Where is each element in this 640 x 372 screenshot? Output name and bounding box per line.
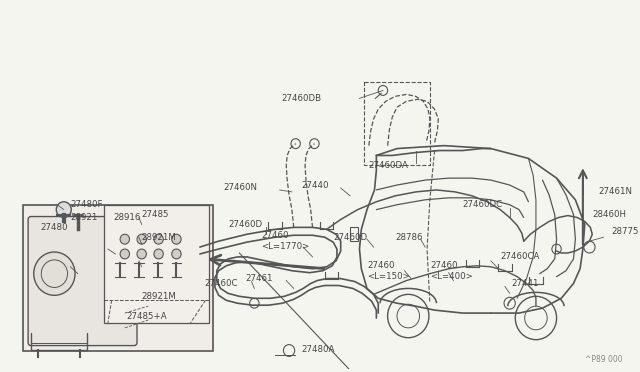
Text: 27485+A: 27485+A (127, 311, 167, 321)
Text: 27480: 27480 (40, 223, 68, 232)
Circle shape (119, 275, 127, 283)
Text: 28921M: 28921M (141, 292, 177, 301)
Text: 27461: 27461 (245, 274, 273, 283)
Text: 27460D: 27460D (333, 233, 367, 242)
Text: 27441: 27441 (511, 279, 539, 288)
FancyBboxPatch shape (113, 252, 159, 315)
Circle shape (154, 249, 163, 259)
Circle shape (56, 202, 71, 218)
Text: 27460
<L=1770>: 27460 <L=1770> (261, 231, 309, 251)
Text: 27460
<L=400>: 27460 <L=400> (430, 261, 472, 281)
Circle shape (119, 289, 127, 297)
Text: 28921: 28921 (70, 213, 98, 222)
Text: ^P89 000: ^P89 000 (585, 355, 622, 364)
Text: 27460CA: 27460CA (500, 253, 540, 262)
Circle shape (154, 234, 163, 244)
Circle shape (141, 289, 149, 297)
Text: 28775: 28775 (611, 227, 639, 236)
Text: 27480F: 27480F (70, 200, 103, 209)
Text: 27460D: 27460D (228, 220, 262, 229)
Text: 27460DC: 27460DC (463, 200, 503, 209)
Circle shape (172, 234, 181, 244)
FancyBboxPatch shape (24, 205, 213, 350)
Circle shape (34, 252, 75, 295)
Circle shape (141, 275, 149, 283)
Text: 27440: 27440 (301, 180, 329, 189)
Text: 27460DB: 27460DB (282, 94, 322, 103)
Circle shape (137, 249, 147, 259)
Bar (350, 227, 358, 241)
Text: 27461N: 27461N (599, 187, 633, 196)
Text: 27480A: 27480A (301, 345, 335, 354)
Text: 27460DA: 27460DA (369, 161, 409, 170)
Circle shape (119, 260, 127, 268)
Text: 28460H: 28460H (592, 210, 627, 219)
Text: 28786: 28786 (395, 233, 422, 242)
Circle shape (120, 249, 129, 259)
Text: 27460C: 27460C (205, 279, 238, 288)
Circle shape (131, 275, 138, 283)
Circle shape (131, 289, 138, 297)
FancyBboxPatch shape (104, 205, 209, 323)
Text: 28921M: 28921M (141, 233, 177, 242)
Circle shape (120, 234, 129, 244)
Text: 27485: 27485 (141, 210, 169, 219)
Circle shape (172, 249, 181, 259)
Text: 28916: 28916 (113, 213, 141, 222)
FancyBboxPatch shape (28, 217, 137, 346)
Circle shape (131, 260, 138, 268)
Circle shape (137, 234, 147, 244)
Text: 27460N: 27460N (223, 183, 257, 192)
Text: 27460
<L=150>: 27460 <L=150> (367, 261, 410, 281)
Circle shape (141, 260, 149, 268)
